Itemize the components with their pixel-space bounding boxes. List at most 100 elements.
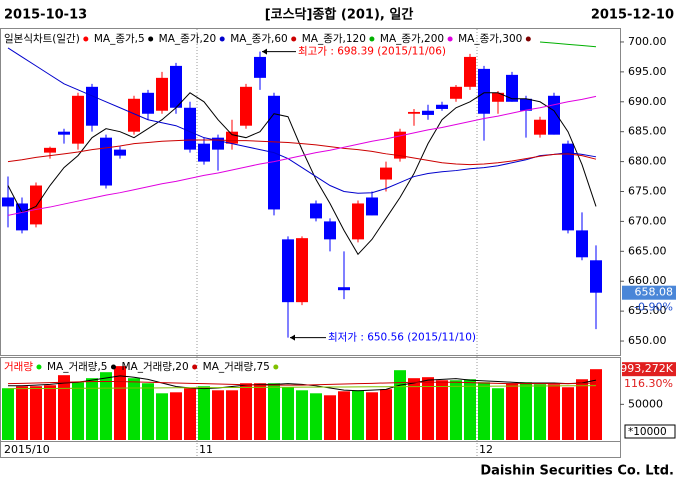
volume-bar bbox=[44, 385, 56, 440]
ma-line bbox=[7, 139, 597, 166]
candle-body bbox=[534, 119, 546, 135]
volume-bar bbox=[142, 383, 154, 440]
volume-bar bbox=[366, 392, 378, 440]
legend-label: MA_거래량,75 bbox=[203, 361, 270, 373]
candle-body bbox=[44, 147, 56, 153]
ma-line bbox=[539, 41, 597, 48]
volume-bar bbox=[2, 388, 14, 440]
volume-bar bbox=[86, 378, 98, 440]
legend-label: MA_종가,200 bbox=[380, 33, 444, 45]
legend-label: MA_거래량,20 bbox=[121, 361, 188, 373]
volume-bar bbox=[478, 382, 490, 440]
last-volume-box bbox=[622, 362, 676, 377]
volume-bar bbox=[408, 378, 420, 440]
ma-line bbox=[7, 95, 597, 216]
candle-body bbox=[422, 110, 434, 115]
y-tick-label: 680.00 bbox=[628, 155, 667, 168]
candle-body bbox=[2, 197, 14, 207]
candle-body bbox=[352, 203, 364, 240]
end-date: 2015-12-10 bbox=[591, 8, 674, 23]
ma-line bbox=[8, 375, 597, 392]
candle-body bbox=[226, 131, 238, 144]
volume-change: 116.30% bbox=[624, 377, 673, 390]
volume-bar bbox=[436, 380, 448, 440]
volume-bar bbox=[170, 392, 182, 440]
candle-body bbox=[324, 221, 336, 240]
volume-bar bbox=[72, 382, 84, 440]
legend-swatch bbox=[273, 364, 279, 370]
x-tick-label: 2015/10 bbox=[4, 443, 50, 456]
ma-line bbox=[7, 92, 597, 256]
volume-bar bbox=[324, 395, 336, 440]
volume-bar bbox=[422, 377, 434, 440]
y-tick-label: 655.00 bbox=[628, 304, 667, 317]
candle-body bbox=[548, 95, 560, 135]
legend-label: 거래량 bbox=[4, 361, 33, 373]
candle-body bbox=[520, 98, 532, 111]
candle-body bbox=[100, 137, 112, 186]
ma-line bbox=[7, 47, 597, 194]
candle-body bbox=[254, 56, 266, 78]
volume-bar bbox=[254, 383, 266, 440]
legend-label: MA_종가,60 bbox=[230, 33, 288, 45]
y-tick-label: 695.00 bbox=[628, 65, 667, 78]
ma-line bbox=[7, 385, 597, 390]
legend-swatch bbox=[369, 36, 375, 42]
legend-swatch bbox=[36, 364, 42, 370]
candle-body bbox=[198, 143, 210, 162]
legend-swatch bbox=[291, 36, 297, 42]
legend-swatch bbox=[148, 36, 154, 42]
annotation: 최고가 : 698.39 (2015/11/06) bbox=[298, 46, 446, 58]
volume-bar bbox=[30, 386, 42, 440]
volume-bar bbox=[338, 391, 350, 440]
y-tick-label: 690.00 bbox=[628, 95, 667, 108]
legend-label: MA_종가,300 bbox=[458, 33, 522, 45]
legend-swatch bbox=[110, 364, 116, 370]
footer: Daishin Securities Co. Ltd. bbox=[480, 464, 674, 479]
volume-bar bbox=[548, 384, 560, 440]
volume-bar bbox=[310, 393, 322, 440]
x-tick-label: 12 bbox=[479, 443, 493, 456]
candle-body bbox=[142, 92, 154, 114]
candle-body bbox=[450, 86, 462, 99]
last-price-box bbox=[622, 285, 676, 300]
candle-body bbox=[436, 104, 448, 109]
start-date: 2015-10-13 bbox=[4, 8, 87, 23]
chart-title: [코스닥]종합 (201), 일간 bbox=[265, 7, 414, 23]
y-tick-label: 670.00 bbox=[628, 214, 667, 227]
volume-bar bbox=[534, 384, 546, 440]
last-price: 658.08 bbox=[635, 286, 674, 299]
volume-bar bbox=[198, 386, 210, 440]
legend-swatch bbox=[192, 364, 198, 370]
candle-body bbox=[282, 239, 294, 303]
volume-bar bbox=[282, 387, 294, 440]
volume-bar bbox=[296, 390, 308, 440]
volume-bar bbox=[464, 379, 476, 440]
unit-label: *10000 bbox=[628, 426, 667, 438]
y-tick-label: 660.00 bbox=[628, 274, 667, 287]
annotation-arrow bbox=[290, 334, 295, 341]
volume-bar bbox=[16, 386, 28, 440]
plot bbox=[2, 41, 602, 338]
candle-body bbox=[212, 137, 224, 150]
candle-body bbox=[366, 197, 378, 216]
annotation-arrow bbox=[262, 48, 267, 55]
volume-bar bbox=[506, 383, 518, 440]
candle-body bbox=[394, 131, 406, 159]
candle-body bbox=[170, 65, 182, 108]
candle-body bbox=[464, 56, 476, 87]
x-tick-label: 11 bbox=[199, 443, 213, 456]
volume-bar bbox=[576, 379, 588, 440]
candle-body bbox=[86, 86, 98, 126]
legend-swatch bbox=[83, 36, 89, 42]
candle-body bbox=[492, 92, 504, 102]
candle-body bbox=[310, 203, 322, 219]
last-change: -0.90% bbox=[634, 301, 673, 314]
y-tick-label: 50000 bbox=[628, 397, 663, 410]
annotation: 최저가 : 650.56 (2015/11/10) bbox=[328, 332, 476, 344]
legend-label: 일본식차트(일간) bbox=[4, 32, 80, 45]
candle-body bbox=[128, 98, 140, 132]
candle-body bbox=[58, 131, 70, 135]
legend-label: MA_거래량,5 bbox=[47, 361, 108, 373]
y-tick-label: 685.00 bbox=[628, 125, 667, 138]
